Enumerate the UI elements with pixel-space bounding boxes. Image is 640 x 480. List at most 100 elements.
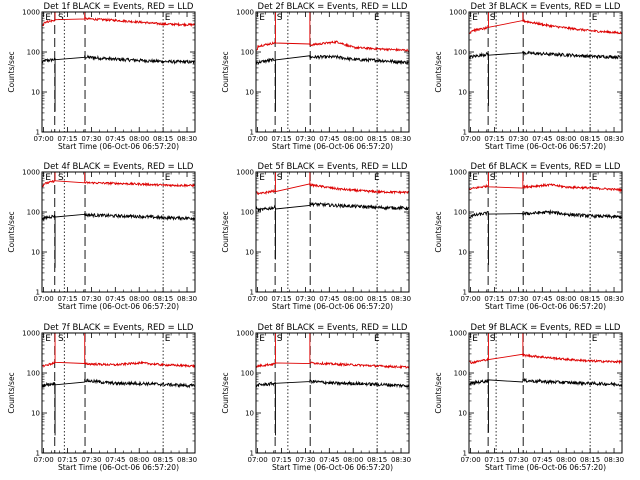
x-tick-label: 08:15	[580, 456, 600, 464]
marker-label-s: S	[490, 13, 496, 23]
x-tick-label: 08:15	[580, 135, 600, 143]
x-tick-label: 07:45	[105, 135, 125, 143]
marker-label-e: E	[374, 13, 380, 23]
x-tick-label: 08:30	[391, 456, 411, 464]
series-line-events	[42, 212, 195, 221]
y-tick-label: 1000	[22, 9, 40, 17]
x-tick-label: 07:30	[295, 135, 315, 143]
marker-label-e: E	[259, 13, 265, 23]
x-tick-label: 07:45	[105, 456, 125, 464]
panel-title: Det 7f BLACK = Events, RED = LLD	[44, 323, 194, 333]
x-tick-label: 08:00	[129, 135, 149, 143]
panel-title: Det 2f BLACK = Events, RED = LLD	[258, 2, 408, 12]
y-tick-label: 1	[36, 129, 40, 137]
series-line-events	[469, 377, 622, 388]
marker-label-e: E	[165, 173, 171, 183]
y-tick-label: 1	[250, 129, 254, 137]
y-tick-label: 1	[463, 289, 467, 297]
x-axis-label: Start Time (06-Oct-06 06:57:20)	[272, 302, 393, 311]
y-tick-label: 1000	[22, 169, 40, 177]
marker-label-s: S	[490, 334, 496, 344]
marker-label-e: E	[472, 13, 478, 23]
series-line-lld	[469, 182, 622, 193]
plot-frame	[255, 171, 410, 293]
series-line-events	[469, 209, 622, 220]
y-tick-label: 10	[245, 89, 254, 97]
x-tick-label: 08:00	[556, 135, 576, 143]
marker-label-s: S	[277, 13, 283, 23]
panel-title: Det 9f BLACK = Events, RED = LLD	[471, 323, 621, 333]
x-tick-label: 08:30	[391, 135, 411, 143]
series-line-lld	[256, 40, 409, 52]
y-tick-label: 1	[250, 289, 254, 297]
x-tick-label: 08:30	[604, 456, 624, 464]
x-tick-label: 07:15	[484, 295, 504, 303]
marker-label-e: E	[374, 173, 380, 183]
y-tick-label: 100	[241, 209, 254, 217]
x-tick-label: 08:30	[604, 135, 624, 143]
x-axis-label: Start Time (06-Oct-06 06:57:20)	[485, 142, 606, 151]
x-tick-label: 08:15	[367, 456, 387, 464]
y-tick-label: 1	[250, 450, 254, 458]
x-tick-label: 07:45	[319, 135, 339, 143]
series-line-events	[256, 54, 409, 66]
series-line-lld	[42, 16, 195, 28]
x-axis-label: Start Time (06-Oct-06 06:57:20)	[58, 142, 179, 151]
x-tick-label: 08:15	[367, 135, 387, 143]
panel-title: Det 5f BLACK = Events, RED = LLD	[258, 162, 408, 172]
series-line-lld	[469, 18, 622, 35]
x-tick-label: 08:15	[153, 456, 173, 464]
x-tick-label: 07:45	[532, 135, 552, 143]
y-tick-label: 10	[31, 249, 40, 257]
marker-label-e: E	[472, 173, 478, 183]
x-tick-label: 07:30	[295, 295, 315, 303]
x-tick-label: 07:15	[484, 135, 504, 143]
x-tick-label: 08:00	[343, 135, 363, 143]
y-axis-label: Counts/sec	[7, 211, 16, 252]
x-tick-label: 07:45	[532, 456, 552, 464]
y-tick-label: 1000	[236, 330, 254, 338]
plot-frame	[468, 171, 623, 293]
panel-det-8: Det 8f BLACK = Events, RED = LLD 1 10 100 10…	[221, 323, 411, 472]
y-tick-label: 10	[458, 89, 467, 97]
marker-label-e: E	[165, 334, 171, 344]
y-tick-label: 10	[245, 249, 254, 257]
marker-label-s: S	[277, 173, 283, 183]
y-tick-label: 1	[36, 450, 40, 458]
panel-det-1: Det 1f BLACK = Events, RED = LLD 1 10 100 10…	[7, 2, 197, 151]
series-line-lld	[256, 182, 409, 196]
plot-frame	[41, 332, 196, 454]
marker-label-s: S	[277, 334, 283, 344]
x-tick-label: 07:00	[34, 456, 54, 464]
series-line-lld	[469, 352, 622, 365]
x-tick-label: 08:00	[343, 456, 363, 464]
x-axis-label: Start Time (06-Oct-06 06:57:20)	[485, 463, 606, 472]
y-tick-label: 10	[458, 410, 467, 418]
x-tick-label: 07:00	[461, 295, 481, 303]
y-axis-label: Counts/sec	[7, 51, 16, 92]
x-tick-label: 08:15	[153, 295, 173, 303]
y-axis-label: Counts/sec	[7, 372, 16, 413]
marker-label-e: E	[45, 13, 51, 23]
plot-frame	[41, 11, 196, 133]
x-axis-label: Start Time (06-Oct-06 06:57:20)	[272, 142, 393, 151]
y-tick-label: 100	[241, 370, 254, 378]
panel-title: Det 3f BLACK = Events, RED = LLD	[471, 2, 621, 12]
x-tick-label: 08:00	[129, 456, 149, 464]
panel-title: Det 1f BLACK = Events, RED = LLD	[44, 2, 194, 12]
plot-frame	[255, 11, 410, 133]
x-tick-label: 08:30	[177, 295, 197, 303]
series-line-lld	[42, 179, 195, 188]
marker-label-e: E	[45, 334, 51, 344]
x-tick-label: 08:30	[391, 295, 411, 303]
panel-det-9: Det 9f BLACK = Events, RED = LLD 1 10 100 10…	[434, 323, 624, 472]
plot-frame	[468, 11, 623, 133]
series-line-events	[42, 54, 195, 65]
x-tick-label: 08:30	[604, 295, 624, 303]
y-tick-label: 1000	[236, 9, 254, 17]
series-line-events	[256, 201, 409, 212]
x-tick-label: 08:00	[556, 295, 576, 303]
marker-label-s: S	[58, 13, 64, 23]
marker-label-e: E	[592, 334, 598, 344]
